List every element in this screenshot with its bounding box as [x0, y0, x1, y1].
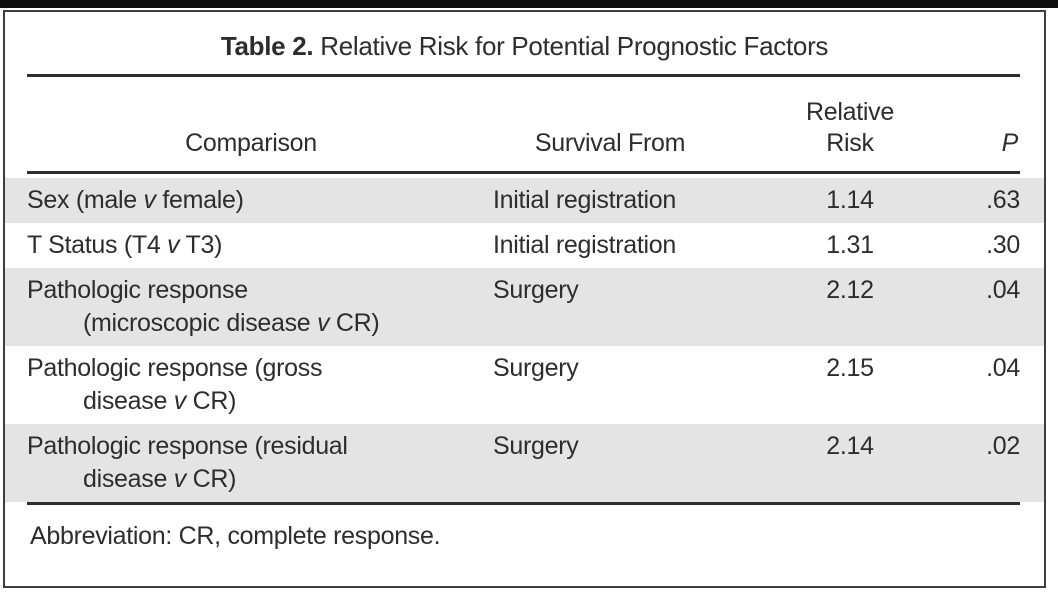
survival-from-cell: Surgery	[493, 432, 579, 460]
table-rows: Sex (male v female) Initial registration…	[5, 178, 1044, 502]
rule-under-title	[27, 74, 1020, 77]
table-footnote: Abbreviation: CR, complete response.	[30, 522, 441, 550]
table-frame: Table 2. Relative Risk for Potential Pro…	[3, 10, 1046, 588]
relative-risk-cell: 2.15	[826, 354, 874, 382]
relative-risk-cell: 1.31	[826, 231, 874, 259]
survival-from-cell: Initial registration	[493, 231, 676, 259]
p-value-cell: .04	[986, 354, 1020, 382]
p-value-cell: .02	[986, 432, 1020, 460]
column-header-relative-risk-line1: Relative	[806, 98, 894, 126]
table-number-label: Table 2.	[220, 31, 314, 61]
survival-from-cell: Surgery	[493, 354, 579, 382]
p-value-cell: .63	[986, 186, 1020, 214]
table-row: Sex (male v female) Initial registration…	[5, 178, 1044, 223]
p-value-cell: .30	[986, 231, 1020, 259]
column-header-survival-from: Survival From	[534, 129, 686, 157]
relative-risk-cell: 2.12	[826, 276, 874, 304]
comparison-cell: T Status (T4 v T3)	[27, 231, 223, 259]
comparison-cell: Pathologic response (gross disease v CR)	[27, 354, 323, 415]
column-header-row: Comparison Survival From Relative Risk P	[5, 77, 1044, 171]
column-header-p: P	[1001, 129, 1019, 157]
table-title-text: Relative Risk for Potential Prognostic F…	[313, 31, 829, 61]
relative-risk-cell: 2.14	[826, 432, 874, 460]
survival-from-cell: Initial registration	[493, 186, 676, 214]
table-row: Pathologic response (gross disease v CR) …	[5, 346, 1044, 424]
table-title: Table 2. Relative Risk for Potential Pro…	[5, 28, 1044, 64]
relative-risk-cell: 1.14	[826, 186, 874, 214]
page-top-rule-bar	[0, 0, 1058, 8]
rule-above-footnote	[27, 502, 1020, 505]
comparison-cell: Pathologic response (microscopic disease …	[27, 276, 380, 337]
comparison-cell: Pathologic response (residual disease v C…	[27, 432, 348, 493]
survival-from-cell: Surgery	[493, 276, 579, 304]
column-header-comparison: Comparison	[185, 129, 317, 157]
p-value-cell: .04	[986, 276, 1020, 304]
column-header-relative-risk-line2: Risk	[826, 129, 874, 157]
table-row: T Status (T4 v T3) Initial registration …	[5, 223, 1044, 268]
rule-under-header	[27, 171, 1020, 174]
table-row: Pathologic response (residual disease v C…	[5, 424, 1044, 502]
column-header-relative-risk: Relative Risk	[745, 97, 955, 159]
comparison-cell: Sex (male v female)	[27, 186, 244, 214]
table-row: Pathologic response (microscopic disease …	[5, 268, 1044, 346]
